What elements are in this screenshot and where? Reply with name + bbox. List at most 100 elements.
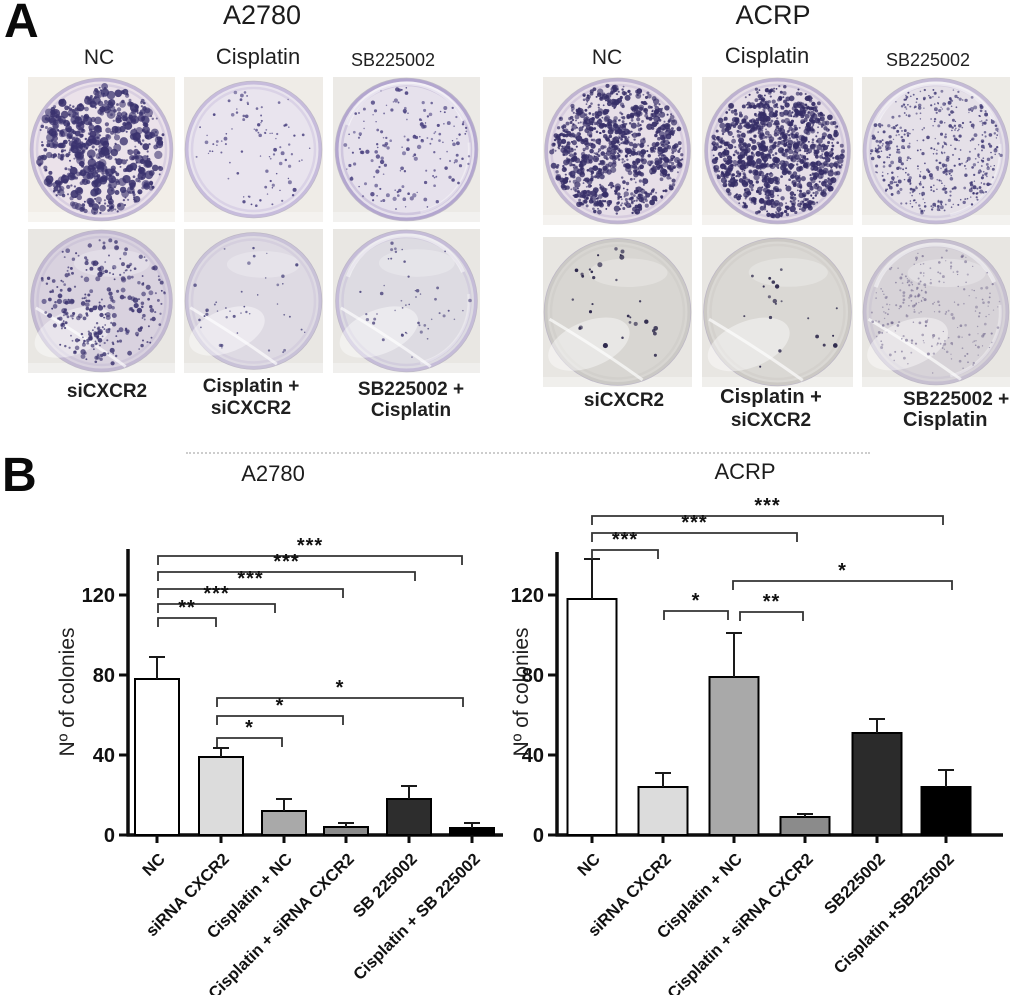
petri-dish-acrp-nc	[543, 77, 692, 225]
dish-inner-ring	[549, 244, 686, 380]
colonies	[40, 238, 166, 366]
colonies	[870, 88, 1003, 215]
petri-dish-acrp-sb225002	[862, 77, 1010, 225]
sig-label: ***	[297, 535, 323, 557]
cond-label-line: SB225002 +	[903, 389, 1010, 410]
cond-label-line: Cisplatin +	[202, 376, 300, 397]
sig-bracket	[591, 515, 944, 525]
colonies	[343, 87, 471, 211]
chart-title: A2780	[241, 461, 305, 486]
bar-5	[449, 827, 495, 836]
cond-label-line: Cisplatin	[903, 409, 988, 431]
sig-label: ***	[612, 529, 638, 551]
sig-bracket	[157, 617, 217, 627]
colonies	[195, 90, 311, 207]
bar-4	[386, 798, 432, 836]
media-swirl-line	[345, 233, 465, 278]
cond-label-acrp-sb225002: SB225002	[885, 50, 971, 70]
y-tick-label: 0	[104, 825, 115, 847]
x-tick-label: Cisplatin + NC	[204, 850, 296, 942]
sig-bracket	[157, 603, 276, 613]
x-tick-label: siRNA CXCR2	[143, 850, 233, 940]
media-swirl-line	[420, 142, 471, 214]
y-tick-label: 0	[533, 825, 544, 847]
dish-body	[185, 233, 322, 369]
sig-bracket	[157, 571, 416, 581]
y-tick-label: 80	[93, 665, 115, 687]
media-swirl-line	[873, 242, 997, 288]
y-tick-label: 80	[522, 665, 544, 687]
dish-body	[863, 78, 1009, 224]
dish-inner-ring	[36, 235, 167, 367]
y-axis-label: Nº of colonies	[510, 627, 533, 756]
cond-label-acrp-cisplatin: Cisplatin	[724, 43, 810, 68]
colonies	[571, 247, 659, 357]
cond-label-acrp-nc: NC	[591, 46, 623, 69]
bar-3	[323, 826, 369, 836]
cond-label-line: Cisplatin	[370, 400, 452, 421]
glass-highlight	[907, 258, 986, 288]
x-tick-label: siRNA CXCR2	[585, 850, 675, 940]
colonies	[359, 241, 472, 358]
petri-dish-acrp-sb225002-cisplatin	[862, 237, 1010, 387]
x-tick-label: Cisplatin +SB225002	[831, 850, 958, 977]
y-tick-label: 120	[82, 585, 115, 607]
cond-label-line: siCXCR2	[730, 410, 812, 431]
media-swirl-line	[419, 293, 471, 365]
dish-inner-ring	[190, 86, 317, 213]
glass-highlight	[748, 258, 828, 287]
glass-reflection-line	[867, 317, 962, 381]
sig-label: ***	[237, 568, 263, 590]
petri-dish-a2780-sb225002	[333, 77, 480, 222]
sig-label: *	[838, 560, 847, 582]
petri-dish-acrp-sicxcr2	[543, 237, 692, 387]
cond-label-a2780-sicxcr2: siCXCR2	[66, 381, 148, 402]
dish-body	[863, 239, 1009, 385]
x-tick-label: Cisplatin + siRNA CXCR2	[664, 850, 817, 995]
sig-label: **	[178, 597, 196, 619]
glass-reflection-line	[548, 317, 644, 382]
petri-dish-a2780-sb225002-cisplatin	[333, 229, 480, 373]
bar-3	[779, 816, 831, 836]
cond-label-line: SB225002 +	[357, 379, 465, 400]
media-swirl-line	[873, 81, 997, 127]
sig-bracket	[216, 737, 283, 747]
x-tick-label: Cisplatin + siRNA CXCR2	[205, 850, 358, 995]
scan-artifact-line	[186, 452, 870, 454]
petri-dish-acrp-cisplatin-sicxcr2	[702, 237, 853, 387]
sig-bracket	[157, 555, 463, 565]
sig-bracket	[216, 697, 464, 707]
cond-label-a2780-cisplatin-sicxcr2: Cisplatin + siCXCR2	[203, 376, 300, 420]
sig-bracket	[591, 549, 659, 559]
bar-5	[920, 786, 972, 836]
cond-label-a2780-cisplatin: Cisplatin	[215, 44, 301, 69]
sig-bracket	[739, 611, 804, 621]
colonies	[711, 84, 845, 219]
sig-label: **	[763, 591, 781, 613]
bar-0	[134, 678, 180, 836]
colonies	[36, 82, 165, 215]
cond-label-a2780-sb225002: SB225002	[350, 50, 436, 70]
glass-highlight	[378, 249, 455, 277]
sig-label: ***	[681, 512, 707, 534]
cond-label-line: Cisplatin +	[720, 386, 822, 408]
dish-inner-ring	[190, 238, 317, 364]
y-axis-label: Nº of colonies	[56, 627, 79, 756]
glass-reflection-line	[35, 306, 127, 368]
sig-label: *	[245, 717, 254, 739]
cond-label-a2780-nc: NC	[83, 46, 115, 69]
sig-bracket	[157, 588, 344, 598]
dish-body	[185, 81, 322, 218]
sig-label: ***	[273, 551, 299, 573]
glass-highlight	[588, 258, 668, 287]
y-tick-label: 40	[522, 745, 544, 767]
petri-dish-a2780-cisplatin-sicxcr2	[184, 229, 323, 373]
petri-dish-a2780-cisplatin	[184, 77, 323, 222]
glass-reflection-line	[708, 317, 804, 382]
petri-dish-a2780-nc	[28, 77, 175, 222]
glass-highlight	[226, 251, 301, 278]
bar-4	[851, 732, 903, 836]
panel-a-title-acrp: ACRP	[735, 0, 811, 30]
petri-dish-a2780-sicxcr2	[28, 229, 175, 373]
